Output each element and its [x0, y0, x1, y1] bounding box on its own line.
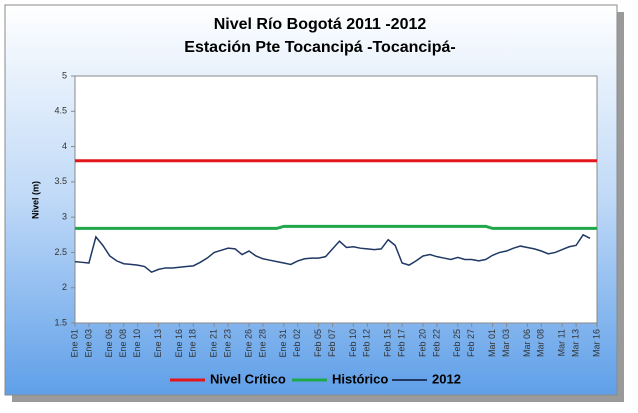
y-tick-label: 4.5 [54, 106, 67, 116]
x-tick-label: Mar 01 [487, 329, 497, 357]
x-tick-label: Ene 13 [153, 329, 163, 358]
y-tick-label: 1.5 [54, 317, 67, 327]
x-tick-label: Ene 26 [243, 329, 253, 358]
x-tick-label: Feb 17 [396, 329, 406, 357]
x-tick-label: Feb 12 [362, 329, 372, 357]
y-tick-label: 4 [62, 141, 67, 151]
x-tick-label: Mar 13 [570, 329, 580, 357]
y-axis-label: Nivel (m) [30, 181, 40, 219]
x-tick-label: Mar 06 [522, 329, 532, 357]
x-tick-label: Feb 20 [417, 329, 427, 357]
series-line [75, 224, 597, 230]
legend-label: Histórico [332, 371, 388, 386]
chart-title: Nivel Río Bogotá 2011 -2012 [214, 16, 427, 33]
chart-subtitle: Estación Pte Tocancipá -Tocancipá- [184, 39, 455, 56]
x-tick-label: Feb 27 [466, 329, 476, 357]
x-tick-label: Ene 16 [174, 329, 184, 358]
x-tick-label: Feb 10 [348, 329, 358, 357]
x-tick-label: Feb 02 [292, 329, 302, 357]
x-tick-label: Feb 22 [431, 329, 441, 357]
x-tick-label: Ene 08 [118, 329, 128, 358]
x-tick-label: Mar 03 [501, 329, 511, 357]
x-tick-label: Feb 15 [383, 329, 393, 357]
x-tick-label: Ene 31 [278, 329, 288, 358]
plot-area [74, 75, 598, 324]
x-tick-label: Ene 03 [83, 329, 93, 358]
y-tick-label: 5 [62, 70, 67, 80]
y-tick-label: 3 [62, 212, 67, 222]
x-tick-label: Ene 01 [69, 329, 79, 358]
x-tick-label: Ene 06 [104, 329, 114, 358]
y-tick-label: 2.5 [54, 247, 67, 257]
x-tick-label: Feb 25 [452, 329, 462, 357]
y-tick-label: 2 [62, 282, 67, 292]
legend-label: 2012 [432, 371, 461, 386]
x-tick-label: Ene 10 [132, 329, 142, 358]
y-tick-label: 3.5 [54, 176, 67, 186]
x-tick-label: Ene 18 [188, 329, 198, 358]
series-line [74, 233, 591, 274]
x-tick-label: Ene 23 [222, 329, 232, 358]
x-tick-label: Mar 11 [557, 329, 567, 356]
x-tick-label: Mar 08 [536, 329, 546, 357]
legend-label: Nivel Crítico [210, 371, 286, 386]
x-tick-label: Ene 28 [257, 329, 267, 358]
x-tick-label: Feb 05 [313, 329, 323, 357]
x-tick-label: Ene 21 [209, 329, 219, 358]
x-tick-label: Mar 16 [591, 329, 601, 357]
x-tick-label: Feb 07 [327, 329, 337, 357]
